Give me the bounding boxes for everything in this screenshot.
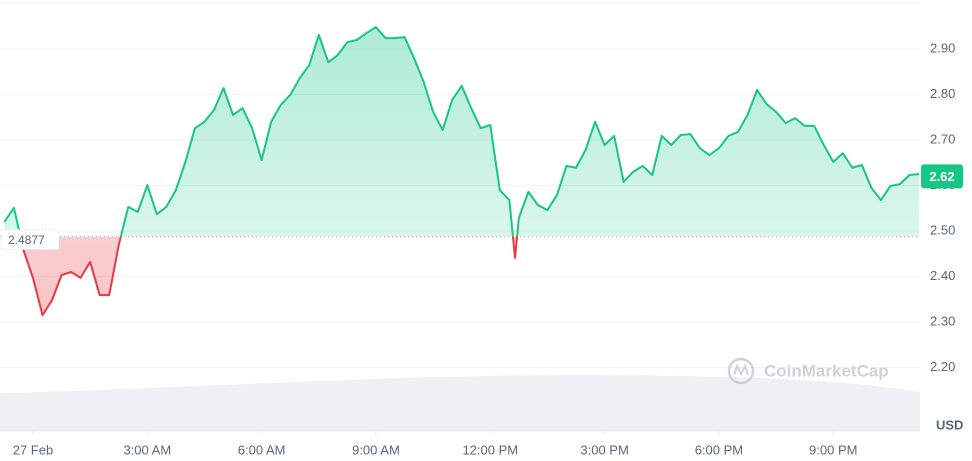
current-price-label: 2.62 <box>929 169 954 184</box>
volume-backdrop <box>0 374 920 431</box>
price-line-above <box>3 26 920 237</box>
area-above <box>4 27 919 237</box>
baseline-label: 2.4877 <box>8 233 45 247</box>
y-tick-label: 2.40 <box>930 268 955 283</box>
y-tick-label: 2.70 <box>930 131 955 146</box>
x-tick-label: 6:00 PM <box>695 442 743 457</box>
x-tick-label: 9:00 AM <box>352 442 400 457</box>
y-tick-label: 2.30 <box>930 313 955 328</box>
watermark-text: CoinMarketCap <box>764 361 889 380</box>
watermark-logo-mark <box>733 363 749 377</box>
x-tick-label: 3:00 PM <box>580 442 628 457</box>
x-tick-label: 12:00 PM <box>462 442 518 457</box>
plot <box>0 26 920 317</box>
y-tick-label: 2.90 <box>930 40 955 55</box>
currency-label: USD <box>936 417 963 432</box>
watermark: CoinMarketCap <box>727 357 889 385</box>
y-tick-label: 2.50 <box>930 222 955 237</box>
x-tick-label: 3:00 AM <box>123 442 171 457</box>
y-tick-label: 2.80 <box>930 86 955 101</box>
y-tick-label: 2.20 <box>930 359 955 374</box>
area-below <box>20 236 518 316</box>
watermark-logo <box>727 357 755 385</box>
x-tick-label: 6:00 AM <box>238 442 286 457</box>
baseline-label-box <box>0 229 60 251</box>
x-tick-label: 9:00 PM <box>809 442 857 457</box>
x-tick-label: 27 Feb <box>13 442 53 457</box>
current-price-badge <box>921 164 963 189</box>
